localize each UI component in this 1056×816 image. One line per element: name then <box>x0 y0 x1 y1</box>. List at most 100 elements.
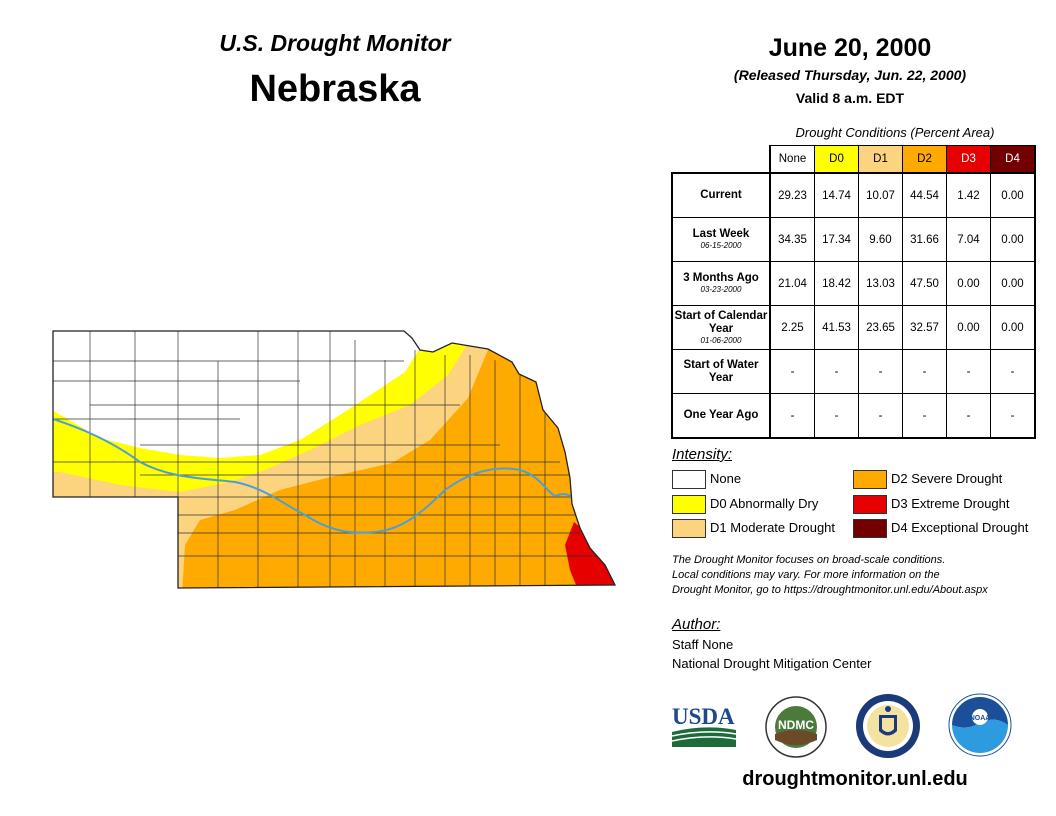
footer-url[interactable]: droughtmonitor.unl.edu <box>742 768 968 790</box>
drought-conditions-table: None D0 D1 D2 D3 D4 Current 29.23 14.74 10.… <box>671 145 1036 439</box>
cell-none: - <box>769 393 815 439</box>
usda-logo-text: USDA <box>672 704 735 729</box>
cell-d0: 41.53 <box>814 305 859 350</box>
usda-logo: USDA <box>671 704 737 747</box>
cell-d2: - <box>902 393 947 439</box>
legend-swatch-d2 <box>853 470 887 489</box>
row-label: 3 Months Ago 03-23-2000 <box>671 261 771 306</box>
legend-swatch-d1 <box>672 519 706 538</box>
col-header-d0: D0 <box>814 145 859 174</box>
legend-label: None <box>710 471 742 486</box>
legend-swatch-none <box>672 470 706 489</box>
cell-d4: - <box>990 349 1036 394</box>
row-label-text: Current <box>700 189 742 201</box>
col-header-d2: D2 <box>902 145 947 174</box>
author-title: Author: <box>672 616 721 633</box>
legend-label: D4 Exceptional Drought <box>891 520 1029 535</box>
valid-time: Valid 8 a.m. EDT <box>795 90 905 106</box>
legend-swatch-d0 <box>672 495 706 514</box>
legend-swatch-d4 <box>853 519 887 538</box>
note-line: The Drought Monitor focuses on broad-sca… <box>672 554 946 566</box>
cell-none: 21.04 <box>769 261 815 306</box>
row-label: Start of Water Year <box>671 349 771 394</box>
cell-d3: 7.04 <box>946 217 991 262</box>
map-date: June 20, 2000 <box>768 34 932 62</box>
disclaimer-note: The Drought Monitor focuses on broad-sca… <box>672 553 1047 598</box>
cell-none: 29.23 <box>769 172 815 218</box>
col-header-d4: D4 <box>990 145 1036 174</box>
cell-d2: 47.50 <box>902 261 947 306</box>
cell-none: - <box>769 349 815 394</box>
row-label: Last Week 06-15-2000 <box>671 217 771 262</box>
noaa-logo: NOAA <box>948 693 1012 757</box>
platte-river <box>53 418 576 534</box>
author-name: Staff None <box>672 637 734 652</box>
cell-d0: - <box>814 393 859 439</box>
col-header-d1: D1 <box>858 145 903 174</box>
map-subtitle: U.S. Drought Monitor <box>219 30 451 56</box>
state-outline <box>52 330 617 589</box>
author-org: National Drought Mitigation Center <box>672 656 872 671</box>
cell-d1: 13.03 <box>858 261 903 306</box>
cell-d3: 0.00 <box>946 305 991 350</box>
commerce-seal-logo <box>856 694 920 758</box>
row-label-text: Last Week <box>692 228 750 240</box>
legend-label: D0 Abnormally Dry <box>710 496 819 511</box>
col-header-none: None <box>769 145 815 174</box>
row-label-text: Start of Calendar Year <box>674 309 768 335</box>
ndmc-logo: NDMC <box>765 696 827 758</box>
note-line: Drought Monitor, go to https://droughtmo… <box>672 584 988 596</box>
cell-d4: 0.00 <box>990 305 1036 350</box>
table-row: Current 29.23 14.74 10.07 44.54 1.42 0.00 <box>671 172 1036 218</box>
table-row: Start of Water Year - - - - - - <box>671 349 1036 394</box>
legend-label: D3 Extreme Drought <box>891 496 1010 511</box>
row-label: Start of Calendar Year 01-06-2000 <box>671 305 771 350</box>
cell-d3: - <box>946 349 991 394</box>
noaa-logo-text: NOAA <box>970 715 991 722</box>
cell-d2: 32.57 <box>902 305 947 350</box>
cell-d1: - <box>858 349 903 394</box>
cell-d2: - <box>902 349 947 394</box>
table-header-row: None D0 D1 D2 D3 D4 <box>672 145 1036 174</box>
table-row: Start of Calendar Year 01-06-2000 2.25 41.5… <box>671 305 1036 350</box>
note-line: Local conditions may vary. For more info… <box>672 569 940 581</box>
county-boundaries <box>53 331 600 588</box>
table-row: Last Week 06-15-2000 34.35 17.34 9.60 31.66 7.… <box>671 217 1036 262</box>
cell-d3: 0.00 <box>946 261 991 306</box>
nebraska-drought-map <box>52 330 617 589</box>
col-header-d3: D3 <box>946 145 991 174</box>
row-date: 06-15-2000 <box>700 241 742 250</box>
table-row: One Year Ago - - - - - - <box>671 393 1036 439</box>
cell-d1: 10.07 <box>858 172 903 218</box>
map-title-state: Nebraska <box>249 68 421 110</box>
cell-d0: 17.34 <box>814 217 859 262</box>
row-label-text: Start of Water Year <box>683 358 759 384</box>
legend-title: Intensity: <box>672 446 733 463</box>
cell-d1: - <box>858 393 903 439</box>
row-date: 03-23-2000 <box>700 285 742 294</box>
ndmc-logo-text: NDMC <box>778 718 814 732</box>
cell-d3: 1.42 <box>946 172 991 218</box>
cell-d0: - <box>814 349 859 394</box>
legend-label: D2 Severe Drought <box>891 471 1003 486</box>
table-title: Drought Conditions (Percent Area) <box>795 125 995 140</box>
cell-d2: 44.54 <box>902 172 947 218</box>
cell-d2: 31.66 <box>902 217 947 262</box>
cell-d4: 0.00 <box>990 217 1036 262</box>
row-label-text: 3 Months Ago <box>683 272 759 284</box>
cell-d1: 23.65 <box>858 305 903 350</box>
row-label: One Year Ago <box>671 393 771 439</box>
release-date: (Released Thursday, Jun. 22, 2000) <box>733 67 967 83</box>
row-date: 01-06-2000 <box>700 335 742 345</box>
cell-none: 34.35 <box>769 217 815 262</box>
legend-swatch-d3 <box>853 495 887 514</box>
cell-d3: - <box>946 393 991 439</box>
row-label-text: One Year Ago <box>683 409 759 421</box>
cell-d4: 0.00 <box>990 172 1036 218</box>
zone-none <box>53 331 422 458</box>
cell-d0: 14.74 <box>814 172 859 218</box>
cell-d4: 0.00 <box>990 261 1036 306</box>
legend-label: D1 Moderate Drought <box>710 520 836 535</box>
row-label: Current <box>671 172 771 218</box>
table-row: 3 Months Ago 03-23-2000 21.04 18.42 13.03 47.… <box>671 261 1036 306</box>
